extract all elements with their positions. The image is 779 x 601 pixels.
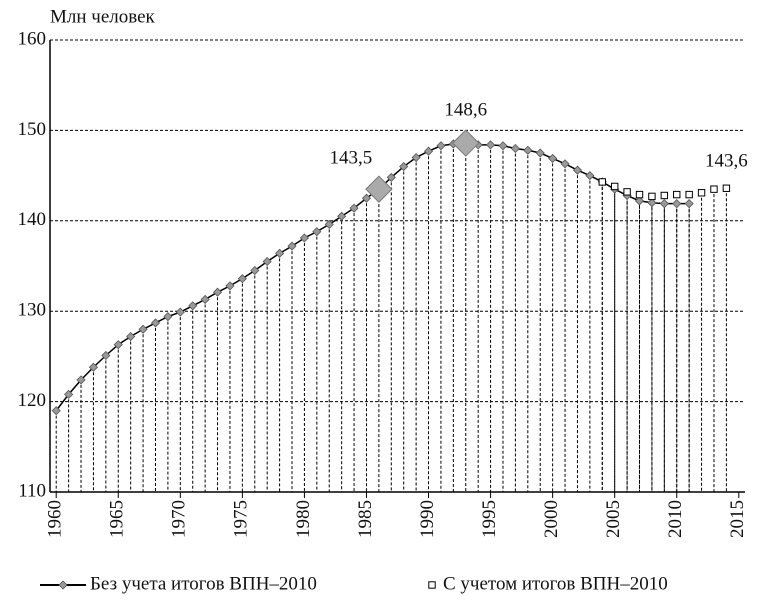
x-tick-label: 1970	[169, 500, 190, 538]
point	[262, 256, 272, 267]
point	[722, 184, 731, 192]
point	[535, 148, 545, 158]
point	[685, 190, 693, 199]
x-tick-label: 1975	[231, 500, 252, 538]
y-tick-label: 120	[18, 390, 47, 411]
point	[76, 375, 86, 385]
point	[337, 211, 347, 221]
point	[163, 312, 173, 322]
point	[399, 161, 409, 172]
point	[212, 287, 223, 297]
x-tick-label: 2015	[727, 500, 748, 538]
x-tick-label: 1965	[107, 500, 128, 538]
point	[560, 159, 570, 169]
legend-label: Без учета итогов ВПН–2010	[90, 573, 317, 594]
point	[672, 199, 682, 209]
annotation: 143,6	[705, 151, 748, 172]
point	[585, 171, 595, 181]
annotation: 143,5	[330, 148, 373, 169]
point	[498, 141, 508, 151]
x-tick-label: 2005	[603, 500, 624, 538]
point	[51, 406, 61, 416]
point	[710, 185, 718, 193]
point	[299, 233, 309, 243]
y-tick-label: 130	[18, 300, 47, 321]
x-tick-label: 1995	[479, 500, 500, 538]
point	[411, 152, 421, 163]
point	[275, 248, 285, 258]
legend-label: С учетом итогов ВПН–2010	[443, 573, 668, 594]
point	[101, 350, 111, 361]
point	[634, 196, 645, 206]
point	[510, 143, 520, 154]
x-tick-label: 1960	[45, 500, 66, 538]
point	[188, 301, 198, 311]
point	[138, 324, 148, 334]
point	[324, 219, 334, 229]
y-tick-label: 160	[18, 28, 47, 49]
point	[237, 274, 247, 284]
point	[287, 241, 297, 251]
point	[659, 199, 669, 209]
point	[250, 265, 260, 276]
point	[647, 198, 657, 208]
point	[361, 193, 372, 203]
point	[175, 307, 185, 317]
point	[635, 190, 644, 199]
point	[312, 227, 322, 237]
point	[572, 165, 583, 175]
point	[486, 140, 496, 150]
point	[349, 203, 359, 213]
x-tick-label: 1980	[293, 500, 314, 538]
annotation: 148,6	[444, 99, 487, 120]
y-tick-label: 110	[18, 480, 46, 501]
point	[623, 188, 631, 196]
point	[200, 294, 210, 305]
point	[697, 189, 706, 197]
point	[126, 331, 136, 342]
point	[225, 281, 235, 291]
y-tick-label: 150	[18, 119, 47, 140]
x-tick-label: 1985	[355, 500, 376, 538]
highlight-point	[452, 129, 480, 157]
point	[436, 141, 446, 151]
legend-marker	[58, 580, 68, 590]
point	[523, 145, 533, 155]
point	[610, 182, 619, 191]
point	[648, 192, 656, 201]
legend-marker	[428, 581, 436, 589]
x-tick-label: 1990	[417, 500, 438, 538]
point	[150, 318, 161, 328]
y-tick-label: 140	[18, 209, 47, 230]
point	[684, 199, 694, 209]
x-tick-label: 2000	[541, 500, 562, 538]
x-tick-label: 2010	[665, 500, 686, 538]
point	[386, 172, 396, 182]
point	[548, 153, 558, 163]
point	[598, 178, 606, 186]
point	[113, 340, 123, 350]
point	[64, 389, 74, 399]
point	[423, 146, 434, 156]
point	[88, 362, 99, 372]
point	[660, 191, 669, 200]
y-axis-label: Млн человек	[50, 6, 156, 27]
highlight-point	[365, 175, 393, 203]
point	[673, 190, 681, 199]
